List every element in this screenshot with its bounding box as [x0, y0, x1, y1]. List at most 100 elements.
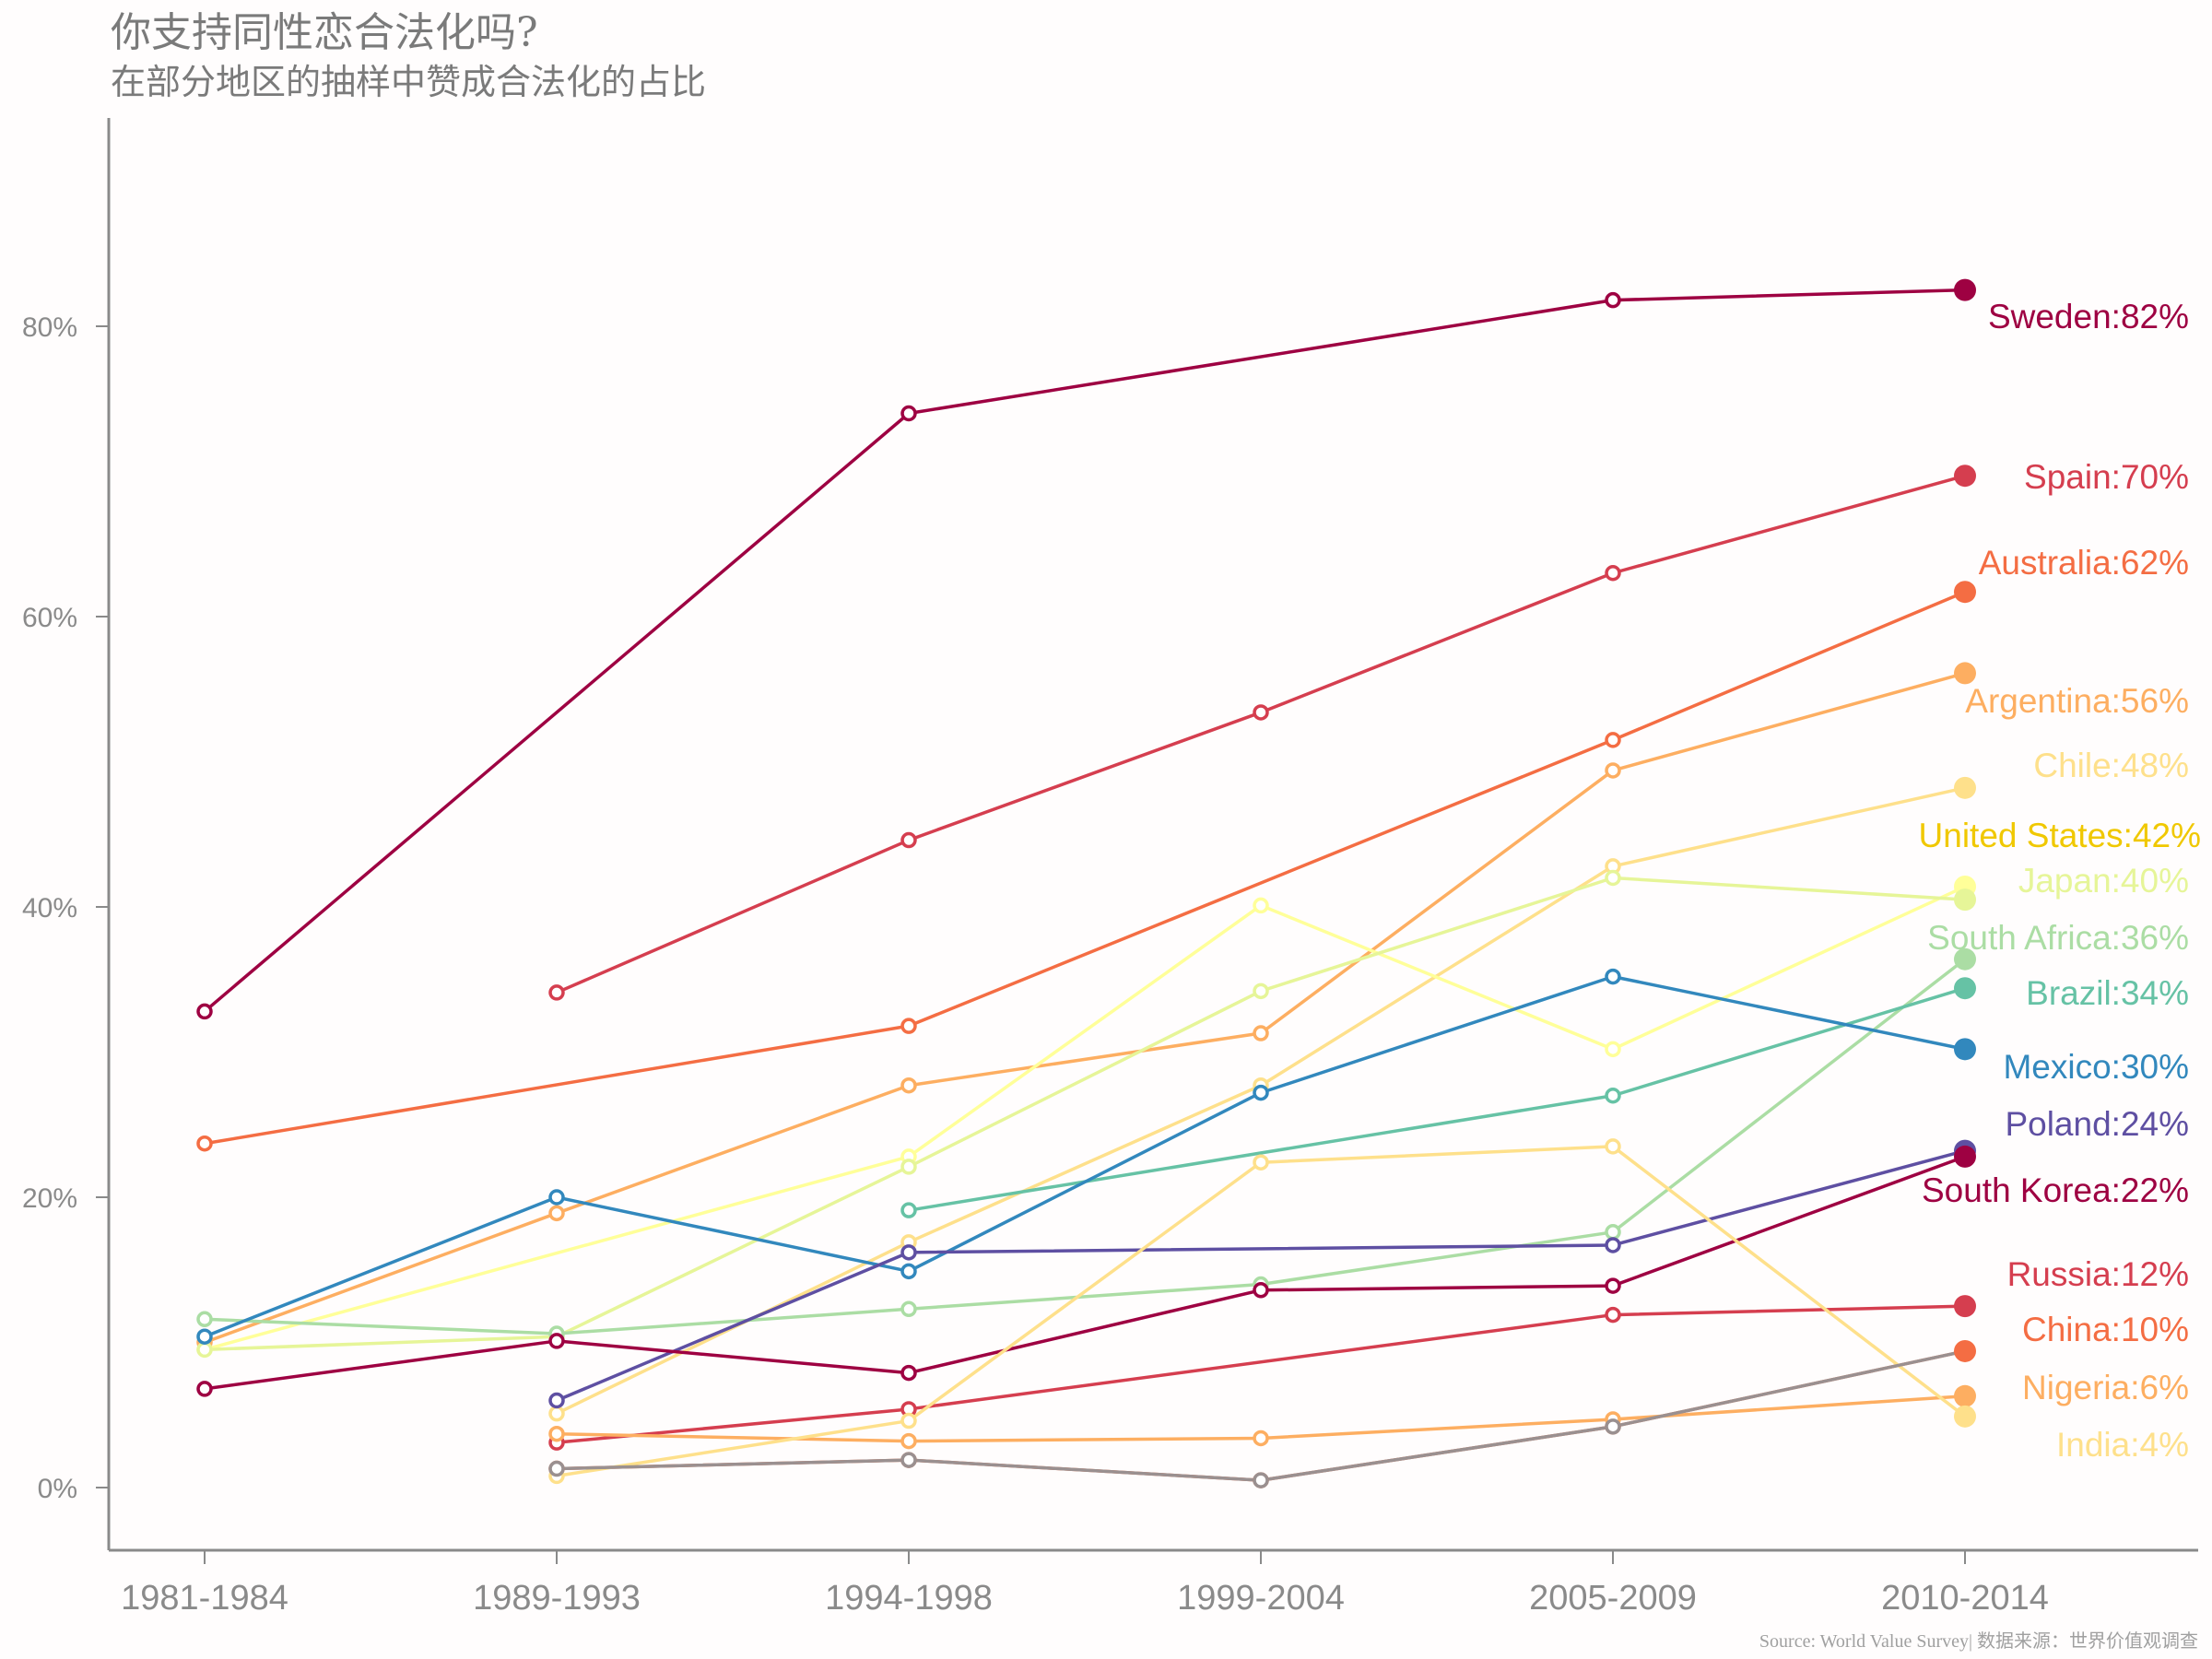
series-line-south-africa [204, 958, 1967, 1335]
data-point-argentina [1605, 762, 1621, 779]
data-point-japan [900, 1159, 917, 1175]
data-point-south-korea [900, 1364, 917, 1382]
data-point-china-grey [900, 1452, 917, 1468]
data-point-spain [1253, 704, 1269, 721]
data-point-nigeria [1253, 1430, 1269, 1447]
end-label-united-states: United States:42% [1919, 817, 2201, 854]
series-line-argentina [204, 671, 1966, 1345]
end-label-nigeria: Nigeria:6% [2022, 1369, 2189, 1406]
data-point-mexico [1605, 968, 1621, 985]
data-point-poland [1605, 1237, 1621, 1253]
data-point-united-states [1253, 897, 1269, 914]
end-label-argentina: Argentina:56% [1965, 682, 2189, 720]
y-tick-label: 80% [22, 312, 77, 343]
y-tick-label: 0% [38, 1474, 77, 1504]
data-point-united-states [1605, 1041, 1621, 1058]
data-point-south-korea [548, 1333, 565, 1349]
end-label-russia: Russia:12% [2007, 1255, 2189, 1293]
end-point-chile [1954, 776, 1976, 799]
chart-subtitle: 在部分地区的抽样中赞成合法化的占比 [111, 62, 706, 102]
data-point-spain [548, 984, 565, 1001]
data-point-india [1605, 1138, 1621, 1155]
data-point-australia [1605, 732, 1621, 748]
data-point-south-africa [1605, 1224, 1621, 1241]
end-label-chile: Chile:48% [2033, 747, 2189, 784]
x-tick-label: 2010-2014 [1881, 1579, 2049, 1618]
x-axis-ticks: 1981-1984 1989-1993 1994-1998 1999-2004 2005… [121, 1550, 2049, 1618]
data-point-south-africa [900, 1300, 917, 1318]
data-point-australia [900, 1018, 917, 1034]
end-label-spain: Spain:70% [2024, 458, 2189, 496]
y-tick-label: 60% [22, 603, 77, 633]
x-tick-label: 1981-1984 [121, 1579, 288, 1618]
data-point-argentina [900, 1077, 917, 1094]
chart-title: 你支持同性恋合法化吗? [111, 9, 538, 56]
data-point-mexico [900, 1263, 917, 1280]
data-point-argentina [548, 1205, 565, 1222]
end-point-south-africa [1954, 947, 1976, 971]
data-point-mexico [196, 1328, 213, 1345]
end-label-sweden: Sweden:82% [1988, 298, 2189, 335]
series-line-china [556, 1349, 1966, 1482]
end-label-japan: Japan:40% [2018, 862, 2189, 900]
end-label-south-africa: South Africa:36% [1927, 919, 2189, 957]
data-point-sweden [196, 1003, 213, 1020]
series-line-japan [204, 876, 1966, 1352]
series-line-mexico [204, 974, 1966, 1338]
data-point-poland [900, 1244, 917, 1261]
x-tick-label: 2005-2009 [1529, 1579, 1697, 1618]
series-line-spain [556, 474, 1966, 994]
end-label-india: India:4% [2056, 1426, 2189, 1464]
data-point-india [900, 1412, 917, 1430]
data-point-south-korea [196, 1381, 213, 1397]
end-point-china [1954, 1339, 1976, 1362]
data-point-mexico [1253, 1084, 1269, 1101]
data-point-sweden [1605, 291, 1621, 309]
end-label-poland: Poland:24% [2005, 1105, 2189, 1143]
data-point-south-korea [1253, 1282, 1269, 1299]
y-axis-ticks: 0% 20% 40% 60% 80% [22, 312, 109, 1504]
series-line-brazil [908, 986, 1966, 1212]
y-tick-label: 40% [22, 893, 77, 924]
end-label-china: China:10% [2022, 1311, 2189, 1348]
end-label-australia: Australia:62% [1979, 544, 2189, 582]
end-label-south-korea: South Korea:22% [1922, 1171, 2189, 1209]
series-line-sweden [203, 288, 1966, 1013]
end-point-brazil [1954, 977, 1976, 1000]
x-tick-label: 1999-2004 [1177, 1579, 1345, 1618]
end-point-russia [1954, 1295, 1976, 1318]
series-points [196, 278, 1976, 1488]
end-point-australia [1954, 581, 1976, 604]
end-point-nigeria [1954, 1384, 1976, 1407]
end-point-sweden [1954, 278, 1976, 301]
data-point-india [1253, 1154, 1269, 1171]
end-label-brazil: Brazil:34% [2026, 974, 2189, 1012]
series-lines [203, 288, 1967, 1482]
data-point-china-grey [1605, 1418, 1621, 1435]
data-point-russia [1605, 1306, 1621, 1324]
end-label-mexico: Mexico:30% [2003, 1048, 2189, 1086]
data-point-sweden [900, 405, 917, 422]
data-point-china-grey [548, 1460, 565, 1477]
end-point-south-korea [1954, 1145, 1976, 1168]
data-point-china-grey [1253, 1472, 1269, 1488]
data-point-australia [196, 1135, 213, 1152]
data-point-brazil [1605, 1088, 1621, 1104]
series-line-china-grey [556, 1349, 1966, 1482]
end-point-india [1954, 1405, 1976, 1428]
data-point-spain [1605, 565, 1621, 582]
data-point-nigeria [900, 1432, 917, 1450]
data-point-nigeria [548, 1425, 565, 1442]
data-point-mexico [548, 1189, 565, 1206]
series-line-russia [556, 1304, 1966, 1444]
end-point-mexico [1954, 1038, 1976, 1061]
data-point-south-africa [196, 1311, 213, 1328]
data-point-brazil [900, 1202, 917, 1218]
data-point-japan [1605, 869, 1621, 887]
series-line-poland [556, 1148, 1966, 1403]
end-point-spain [1954, 465, 1976, 488]
data-point-chile [548, 1405, 565, 1422]
data-point-argentina [1253, 1025, 1269, 1041]
source-note: Source: World Value Survey| 数据来源：世界价值观调查 [1759, 1630, 2198, 1652]
